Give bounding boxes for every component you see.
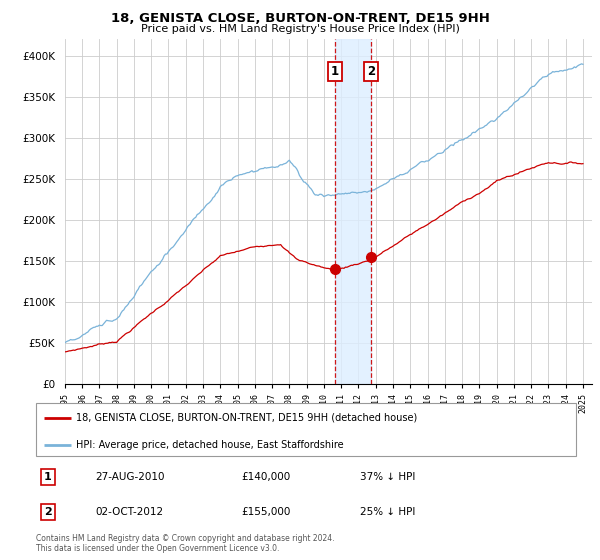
Text: 18, GENISTA CLOSE, BURTON-ON-TRENT, DE15 9HH (detached house): 18, GENISTA CLOSE, BURTON-ON-TRENT, DE15…: [77, 413, 418, 423]
Text: 27-AUG-2010: 27-AUG-2010: [95, 472, 165, 482]
Text: £140,000: £140,000: [241, 472, 290, 482]
Text: Contains HM Land Registry data © Crown copyright and database right 2024.
This d: Contains HM Land Registry data © Crown c…: [36, 534, 335, 553]
Text: 02-OCT-2012: 02-OCT-2012: [95, 507, 164, 517]
Text: 18, GENISTA CLOSE, BURTON-ON-TRENT, DE15 9HH: 18, GENISTA CLOSE, BURTON-ON-TRENT, DE15…: [110, 12, 490, 25]
Text: 1: 1: [331, 66, 339, 78]
Bar: [335, 39, 371, 384]
Text: 1: 1: [44, 472, 52, 482]
Text: 2: 2: [367, 66, 376, 78]
Text: 37% ↓ HPI: 37% ↓ HPI: [360, 472, 415, 482]
FancyBboxPatch shape: [36, 403, 576, 456]
Text: £155,000: £155,000: [241, 507, 290, 517]
Text: 25% ↓ HPI: 25% ↓ HPI: [360, 507, 415, 517]
Text: Price paid vs. HM Land Registry's House Price Index (HPI): Price paid vs. HM Land Registry's House …: [140, 24, 460, 34]
Text: HPI: Average price, detached house, East Staffordshire: HPI: Average price, detached house, East…: [77, 440, 344, 450]
Text: 2: 2: [44, 507, 52, 517]
